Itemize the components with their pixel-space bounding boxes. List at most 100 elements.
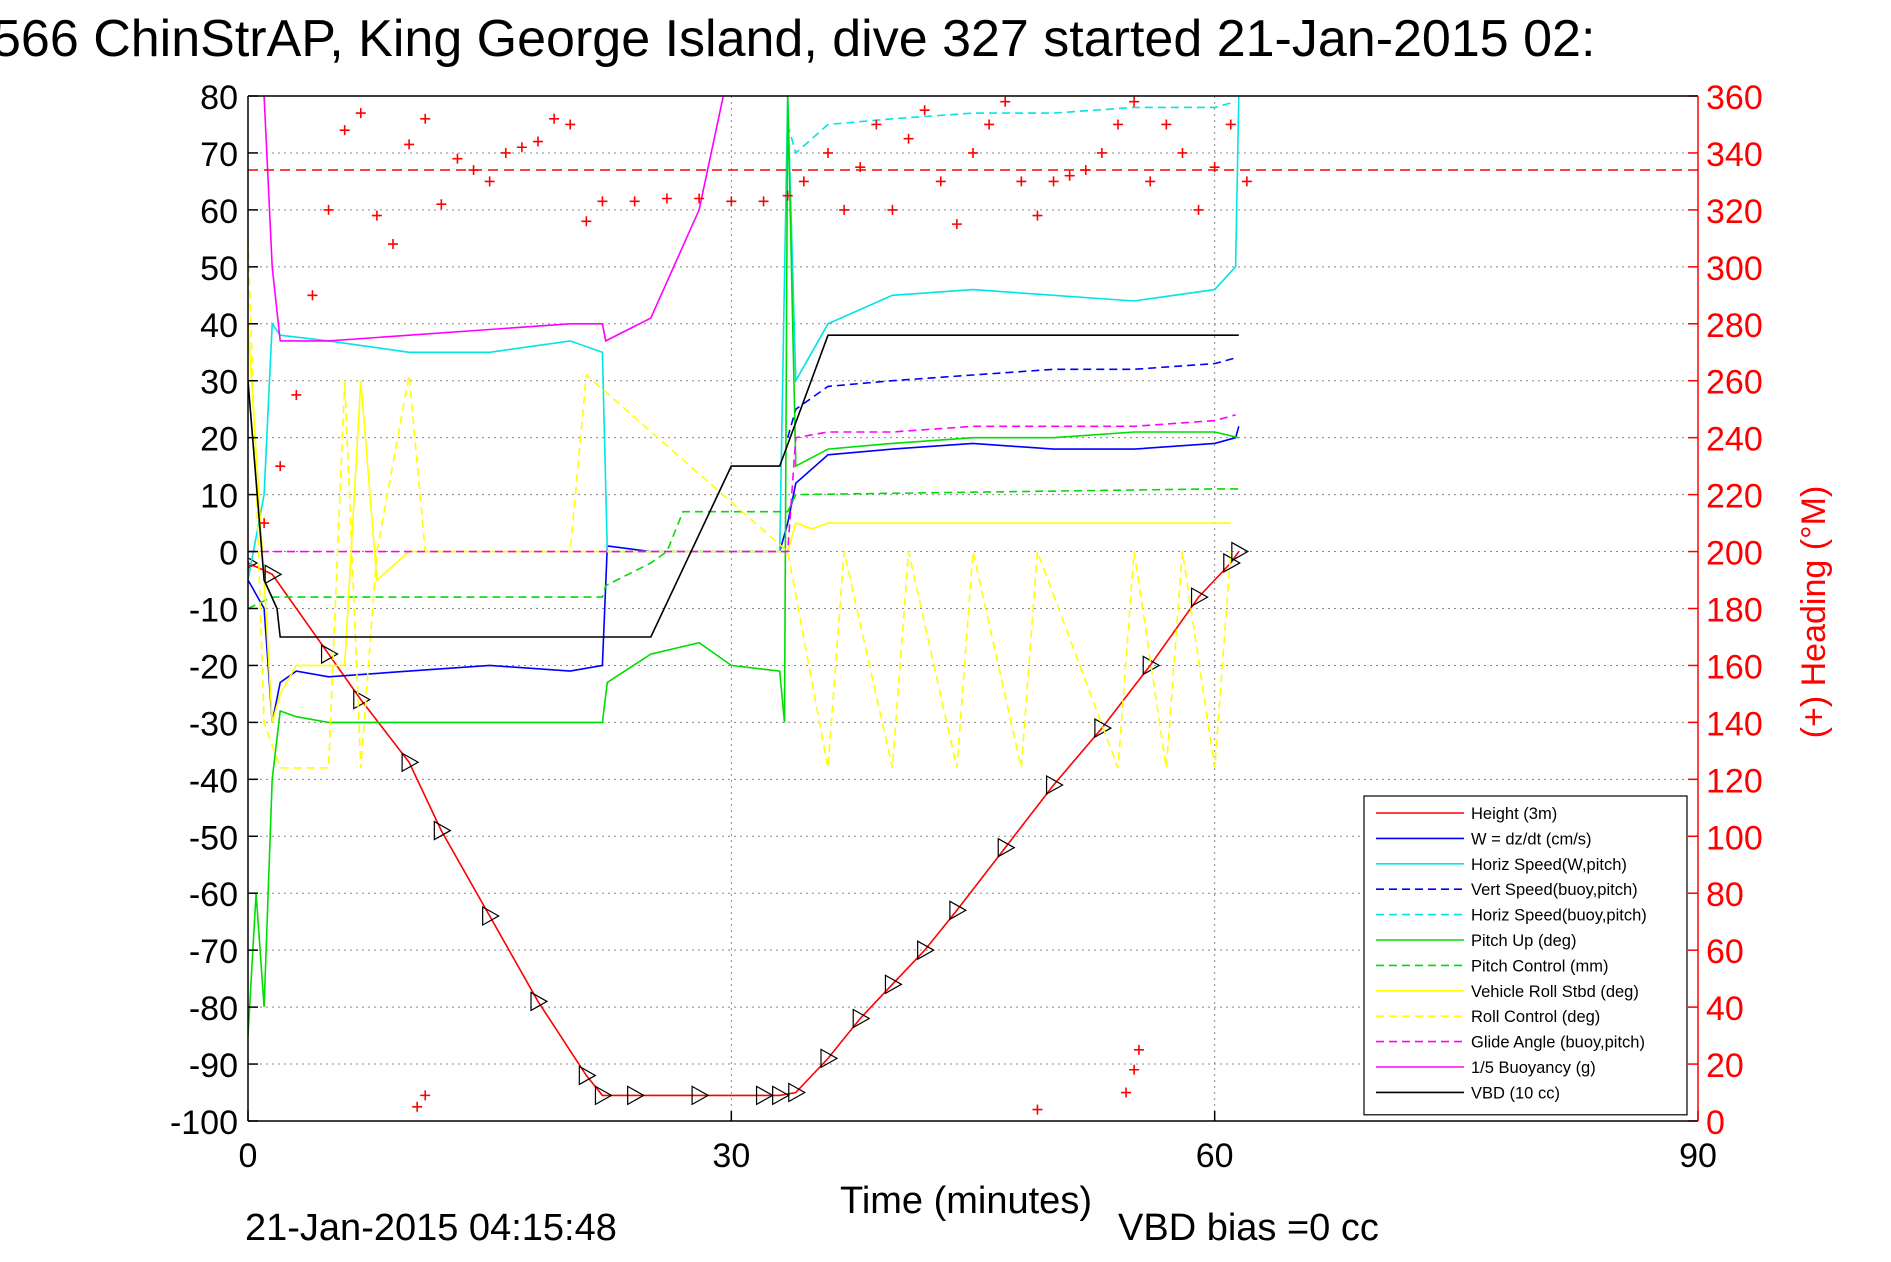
heading-point <box>1064 170 1075 181</box>
x-tick-label: 60 <box>1196 1137 1234 1175</box>
y2-tick-label: 320 <box>1706 193 1763 231</box>
depth-marker <box>1231 541 1250 562</box>
heading-point <box>420 1090 431 1101</box>
y2-tick-label: 360 <box>1706 79 1763 117</box>
heading-point <box>1016 176 1027 187</box>
heading-point <box>1225 119 1236 130</box>
heading-point <box>661 193 672 204</box>
heading-point <box>248 560 253 571</box>
y-tick-label: 30 <box>200 364 238 402</box>
heading-point <box>516 142 527 153</box>
y-tick-label: 80 <box>200 79 238 117</box>
legend-label: VBD (10 cc) <box>1471 1084 1560 1102</box>
y-tick-label: 20 <box>200 421 238 459</box>
y-tick-label: 0 <box>219 535 238 573</box>
y-tick-label: 50 <box>200 250 238 288</box>
series-line <box>248 426 1240 723</box>
series-line <box>248 238 1232 769</box>
legend-label: Pitch Control (mm) <box>1471 957 1609 975</box>
series-line <box>248 488 1239 610</box>
y2-tick-label: 60 <box>1706 933 1744 971</box>
heading-point <box>935 176 946 187</box>
heading-point <box>1129 1064 1140 1075</box>
heading-point <box>597 196 608 207</box>
x-tick-label: 0 <box>239 1137 258 1175</box>
heading-point <box>798 176 809 187</box>
y2-tick-label: 260 <box>1706 364 1763 402</box>
heading-point <box>1096 147 1107 158</box>
heading-point <box>388 239 398 250</box>
y-tick-label: -50 <box>189 819 238 857</box>
heading-point <box>581 216 592 227</box>
depth-marker <box>788 1082 807 1103</box>
heading-point <box>1000 96 1011 107</box>
depth-marker <box>627 1085 645 1106</box>
heading-point <box>1193 204 1204 215</box>
heading-point <box>1048 176 1059 187</box>
heading-point <box>855 162 866 173</box>
series-line <box>786 100 1236 155</box>
series-line <box>786 357 1236 438</box>
heading-point <box>903 133 914 144</box>
depth-marker <box>691 1085 710 1106</box>
heading-point <box>291 389 302 400</box>
depth-marker <box>755 1085 774 1106</box>
heading-point <box>533 136 543 147</box>
y-tick-label: -60 <box>189 876 238 914</box>
legend-label: Glide Angle (buoy,pitch) <box>1471 1034 1645 1052</box>
y-tick-label: -70 <box>189 933 238 971</box>
y-tick-label: 10 <box>200 478 238 516</box>
heading-point <box>629 196 640 207</box>
x-axis-label: Time (minutes) <box>840 1180 1092 1222</box>
series-line <box>248 551 1240 1097</box>
depth-marker <box>917 940 935 961</box>
heading-point <box>275 461 286 472</box>
heading-point <box>951 219 962 230</box>
depth-marker <box>578 1065 597 1086</box>
y2-tick-label: 120 <box>1706 762 1763 800</box>
heading-point <box>565 119 576 130</box>
x-tick-label: 90 <box>1679 1137 1717 1175</box>
legend-label: Height (3m) <box>1471 805 1557 823</box>
heading-point <box>412 1101 423 1112</box>
heading-point <box>839 204 850 215</box>
legend-label: Roll Control (deg) <box>1471 1008 1600 1026</box>
depth-marker <box>1045 775 1064 796</box>
y-tick-label: 60 <box>200 193 238 231</box>
y2-tick-label: 220 <box>1706 478 1763 516</box>
y-tick-label: 70 <box>200 136 238 174</box>
heading-layer <box>248 96 1698 1115</box>
y2-tick-label: 0 <box>1706 1104 1725 1142</box>
series-line <box>248 323 1231 723</box>
heading-point <box>823 147 833 158</box>
y2-tick-label: 100 <box>1706 819 1763 857</box>
series-line <box>248 414 1236 553</box>
heading-point <box>1161 119 1172 130</box>
y2-tick-label: 140 <box>1706 705 1763 743</box>
heading-point <box>1129 96 1140 107</box>
y2-tick-label: 200 <box>1706 535 1763 573</box>
y2-axis-label: (+) Heading (°M) <box>1795 486 1833 739</box>
series-line <box>248 96 1240 581</box>
y2-tick-label: 80 <box>1706 876 1744 914</box>
depth-marker <box>320 644 339 665</box>
heading-point <box>1032 1104 1043 1115</box>
y2-tick-label: 340 <box>1706 136 1763 174</box>
legend-label: Horiz Speed(buoy,pitch) <box>1471 907 1647 925</box>
heading-point <box>887 204 898 215</box>
series-line <box>263 96 725 343</box>
depth-marker <box>772 1085 790 1106</box>
heading-point <box>1241 176 1252 187</box>
legend-label: Vehicle Roll Stbd (deg) <box>1471 983 1639 1001</box>
legend-label: W = dz/dt (cm/s) <box>1471 830 1592 848</box>
heading-point <box>1145 176 1156 187</box>
heading-point <box>404 139 415 150</box>
legend-label: 1/5 Buoyancy (g) <box>1471 1059 1596 1077</box>
legend-label: Horiz Speed(W,pitch) <box>1471 856 1627 874</box>
heading-point <box>782 190 793 201</box>
footer-timestamp: 21-Jan-2015 04:15:48 <box>245 1207 617 1249</box>
legend: Height (3m) W = dz/dt (cm/s) Horiz Speed(W… <box>1363 795 1688 1116</box>
y2-tick-label: 20 <box>1706 1047 1744 1085</box>
depth-marker <box>353 689 372 710</box>
